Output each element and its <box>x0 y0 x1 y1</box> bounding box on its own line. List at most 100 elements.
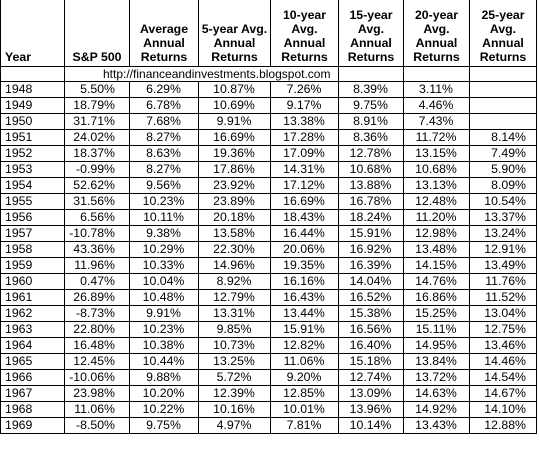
cell-average: 9.75% <box>129 417 199 434</box>
cell-sp500: 18.37% <box>64 145 130 162</box>
cell-year: 1950 <box>0 113 65 130</box>
cell-avg5: 12.79% <box>198 289 271 306</box>
cell-avg20: 4.46% <box>403 97 470 114</box>
returns-table: Year S&P 500 Average Annual Returns 5-ye… <box>0 0 537 434</box>
cell-year: 1956 <box>0 209 65 226</box>
table-row: 1955 31.56% 10.23% 23.89% 16.69% 16.78% 12.48%… <box>0 193 537 210</box>
cell-average: 10.20% <box>129 385 199 402</box>
cell-avg5: 10.87% <box>198 81 271 98</box>
cell-average: 10.23% <box>129 321 199 338</box>
cell-avg5: 16.69% <box>198 129 271 146</box>
cell-year: 1967 <box>0 385 65 402</box>
table-row: 1959 11.96% 10.33% 14.96% 19.35% 16.39% 14.15%… <box>0 257 537 274</box>
table-row: 1968 11.06% 10.22% 10.16% 10.01% 13.96% 14.92%… <box>0 401 537 418</box>
cell-average: 10.38% <box>129 337 199 354</box>
cell-avg5: 9.85% <box>198 321 271 338</box>
cell-sp500: 0.47% <box>64 273 130 290</box>
cell-avg20: 14.95% <box>403 337 470 354</box>
cell-avg15: 13.88% <box>338 177 404 194</box>
cell-avg10: 12.82% <box>270 337 339 354</box>
cell-avg10: 17.28% <box>270 129 339 146</box>
header-20-year-avg: 20-year Avg. Annual Returns <box>403 0 470 67</box>
cell-average: 10.44% <box>129 353 199 370</box>
cell-average: 10.48% <box>129 289 199 306</box>
cell-sp500: 26.89% <box>64 289 130 306</box>
cell-avg5: 19.36% <box>198 145 271 162</box>
cell-avg5: 8.92% <box>198 273 271 290</box>
cell-avg15: 14.04% <box>338 273 404 290</box>
cell-sp500: -10.78% <box>64 225 130 242</box>
cell-avg5: 13.25% <box>198 353 271 370</box>
cell-avg10: 13.44% <box>270 305 339 322</box>
table-row: 1953 -0.99% 8.27% 17.86% 14.31% 10.68% 10.68% 5… <box>0 161 537 178</box>
cell-avg10: 13.38% <box>270 113 339 130</box>
table-row: 1952 18.37% 8.63% 19.36% 17.09% 12.78% 13.15% 7… <box>0 145 537 162</box>
source-url-row: http://financeandinvestments.blogspot.co… <box>0 66 537 82</box>
cell-avg15: 13.09% <box>338 385 404 402</box>
cell-sp500: 6.56% <box>64 209 130 226</box>
cell-avg5: 10.69% <box>198 97 271 114</box>
cell-avg20: 13.84% <box>403 353 470 370</box>
cell-avg20: 15.25% <box>403 305 470 322</box>
cell-sp500: 16.48% <box>64 337 130 354</box>
cell-avg5: 13.58% <box>198 225 271 242</box>
cell-sp500: 11.06% <box>64 401 130 418</box>
cell-sp500: 18.79% <box>64 97 130 114</box>
cell-sp500: 31.71% <box>64 113 130 130</box>
cell-avg25: 11.76% <box>469 273 537 290</box>
header-10-year-avg: 10-year Avg. Annual Returns <box>270 0 339 67</box>
cell-avg5: 13.31% <box>198 305 271 322</box>
cell-avg5: 17.86% <box>198 161 271 178</box>
cell-year: 1948 <box>0 81 65 98</box>
cell-avg10: 18.43% <box>270 209 339 226</box>
cell-average: 10.04% <box>129 273 199 290</box>
cell-year: 1955 <box>0 193 65 210</box>
cell-avg15: 12.74% <box>338 369 404 386</box>
cell-avg5: 12.39% <box>198 385 271 402</box>
cell-avg25: 13.49% <box>469 257 537 274</box>
cell-avg15: 8.39% <box>338 81 404 98</box>
cell-average: 10.11% <box>129 209 199 226</box>
cell-average: 9.56% <box>129 177 199 194</box>
cell-avg10: 12.85% <box>270 385 339 402</box>
cell-sp500: 43.36% <box>64 241 130 258</box>
cell-avg15: 10.14% <box>338 417 404 434</box>
cell-year: 1952 <box>0 145 65 162</box>
cell-avg20: 14.92% <box>403 401 470 418</box>
cell-avg5: 4.97% <box>198 417 271 434</box>
cell-year: 1958 <box>0 241 65 258</box>
table-row: 1963 22.80% 10.23% 9.85% 15.91% 16.56% 15.11% 1… <box>0 321 537 338</box>
cell-average: 10.33% <box>129 257 199 274</box>
table-row: 1956 6.56% 10.11% 20.18% 18.43% 18.24% 11.20% 1… <box>0 209 537 226</box>
cell-avg15: 15.18% <box>338 353 404 370</box>
cell-year: 1960 <box>0 273 65 290</box>
cell-year: 1953 <box>0 161 65 178</box>
cell-avg20: 13.48% <box>403 241 470 258</box>
cell-average: 10.22% <box>129 401 199 418</box>
cell-year: 1954 <box>0 177 65 194</box>
cell-avg25: 10.54% <box>469 193 537 210</box>
cell-avg25: 14.54% <box>469 369 537 386</box>
cell-avg15: 10.68% <box>338 161 404 178</box>
cell-avg15: 8.36% <box>338 129 404 146</box>
cell-avg5: 23.89% <box>198 193 271 210</box>
cell-avg25: 12.91% <box>469 241 537 258</box>
cell-avg5: 14.96% <box>198 257 271 274</box>
table-row: 1962 -8.73% 9.91% 13.31% 13.44% 15.38% 15.25% 1… <box>0 305 537 322</box>
cell-avg25: 5.90% <box>469 161 537 178</box>
cell-avg25: 14.67% <box>469 385 537 402</box>
cell-sp500: -8.50% <box>64 417 130 434</box>
cell-avg5: 5.72% <box>198 369 271 386</box>
cell-average: 9.88% <box>129 369 199 386</box>
cell-year: 1966 <box>0 369 65 386</box>
cell-year: 1969 <box>0 417 65 434</box>
cell-avg15: 16.39% <box>338 257 404 274</box>
cell-sp500: 5.50% <box>64 81 130 98</box>
table-row: 1969 -8.50% 9.75% 4.97% 7.81% 10.14% 13.43% 12.… <box>0 417 537 434</box>
cell-avg20: 3.11% <box>403 81 470 98</box>
cell-avg15: 16.56% <box>338 321 404 338</box>
cell-avg10: 7.81% <box>270 417 339 434</box>
header-15-year-avg: 15-year Avg. Annual Returns <box>338 0 404 67</box>
cell-year: 1949 <box>0 97 65 114</box>
cell-avg25: 13.46% <box>469 337 537 354</box>
